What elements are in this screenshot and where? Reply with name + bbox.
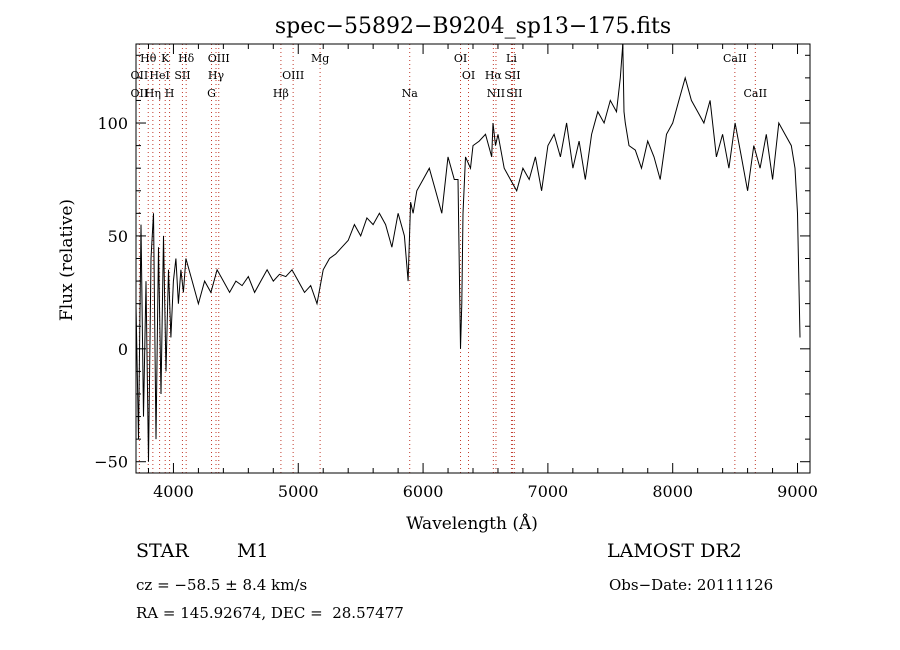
y-tick-label: −50 bbox=[94, 453, 128, 472]
line-label: OIII bbox=[282, 69, 304, 82]
redshift-value: cz = −58.5 ± 8.4 km/s bbox=[136, 576, 308, 594]
y-tick-label: 50 bbox=[108, 227, 128, 246]
line-label: OI bbox=[462, 69, 475, 82]
x-axis-label: Wavelength (Å) bbox=[406, 513, 538, 534]
x-tick-label: 4000 bbox=[153, 482, 194, 501]
line-label: Hθ bbox=[140, 52, 157, 65]
y-tick-label: 100 bbox=[97, 114, 128, 133]
line-label: Li bbox=[506, 52, 517, 65]
object-class: STAR bbox=[136, 540, 189, 562]
chart-title: spec−55892−B9204_sp13−175.fits bbox=[275, 14, 671, 39]
line-label: Na bbox=[402, 87, 419, 100]
line-label: SII bbox=[506, 87, 522, 100]
plot-frame bbox=[135, 43, 811, 474]
line-label: OII bbox=[131, 87, 149, 100]
line-label: Mg bbox=[311, 52, 329, 65]
y-axis-label: Flux (relative) bbox=[57, 199, 77, 321]
line-label: CaII bbox=[723, 52, 747, 65]
object-subclass: M1 bbox=[237, 540, 269, 562]
spectrum-line bbox=[135, 43, 801, 462]
x-tick-label: 5000 bbox=[278, 482, 319, 501]
obs-date: Obs−Date: 20111126 bbox=[609, 576, 774, 594]
line-label: SII bbox=[504, 69, 520, 82]
spectrum-layer bbox=[135, 43, 801, 462]
line-label: HeI bbox=[149, 69, 169, 82]
line-label: Hγ bbox=[208, 69, 225, 82]
line-label: OII bbox=[131, 69, 149, 82]
line-markers bbox=[138, 44, 756, 473]
survey-name: LAMOST DR2 bbox=[607, 540, 742, 562]
line-label: NII bbox=[487, 87, 505, 100]
x-tick-label: 9000 bbox=[777, 482, 818, 501]
line-label: CaII bbox=[743, 87, 767, 100]
line-label: G bbox=[207, 87, 216, 100]
line-label: K bbox=[161, 52, 170, 65]
line-label: Hβ bbox=[273, 87, 289, 100]
coordinates: RA = 145.92674, DEC = 28.57477 bbox=[136, 604, 404, 622]
x-tick-label: 8000 bbox=[652, 482, 693, 501]
axis-ticks: 4000 5000 6000 7000 8000 9000 −50 0 50 100 bbox=[94, 44, 818, 501]
line-label: Hδ bbox=[178, 52, 195, 65]
y-tick-label: 0 bbox=[118, 340, 128, 359]
line-label: SII bbox=[174, 69, 190, 82]
x-tick-label: 6000 bbox=[403, 482, 444, 501]
line-label: Hη bbox=[145, 87, 161, 100]
line-label: H bbox=[165, 87, 175, 100]
x-tick-label: 7000 bbox=[528, 482, 569, 501]
line-label: OIII bbox=[208, 52, 230, 65]
line-label: OI bbox=[454, 52, 467, 65]
line-label: Hα bbox=[485, 69, 503, 82]
